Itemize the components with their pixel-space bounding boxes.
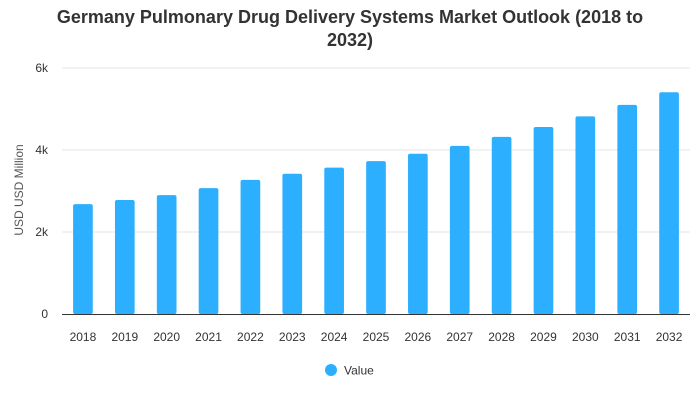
bar-2018[interactable] (73, 204, 93, 314)
bar-2020[interactable] (156, 195, 177, 314)
x-tick-label: 2028 (488, 330, 515, 344)
bar-2027[interactable] (449, 145, 470, 314)
x-tick-label: 2026 (405, 330, 432, 344)
bars (73, 92, 679, 315)
bar-2019[interactable] (114, 200, 135, 314)
x-tick-label: 2022 (237, 330, 264, 344)
y-tick-label: 4k (35, 143, 49, 157)
bar-2024[interactable] (324, 167, 344, 314)
bar-2026[interactable] (408, 153, 428, 314)
x-tick-label: 2018 (70, 330, 97, 344)
x-tick-label: 2029 (530, 330, 557, 344)
bar-2022[interactable] (240, 179, 261, 314)
x-tick-label: 2019 (111, 330, 138, 344)
bar-2023[interactable] (282, 173, 303, 314)
y-tick-label: 0 (41, 307, 48, 321)
y-axis-title: USD USD Million (12, 144, 26, 235)
legend-swatch (325, 364, 337, 376)
x-tick-label: 2032 (656, 330, 683, 344)
bar-2031[interactable] (617, 104, 638, 315)
bar-2021[interactable] (198, 188, 219, 314)
bar-2025[interactable] (366, 161, 386, 314)
chart-title: Germany Pulmonary Drug Delivery Systems … (0, 6, 700, 52)
x-tick-label: 2025 (363, 330, 390, 344)
legend[interactable]: Value (325, 364, 374, 378)
y-tick-label: 6k (35, 61, 49, 75)
bar-2030[interactable] (575, 116, 596, 314)
bar-2029[interactable] (533, 127, 554, 314)
bar-2028[interactable] (491, 136, 512, 314)
x-tick-label: 2027 (446, 330, 473, 344)
axes: 0 2k 4k 6k 2018 2019 2020 2021 2022 2023 2024 2025 2… (35, 61, 690, 344)
chart-title-line-1: Germany Pulmonary Drug Delivery Systems … (56, 7, 644, 27)
bar-2032[interactable] (659, 92, 679, 314)
chart-title-line-2: 2032) (326, 30, 374, 50)
x-tick-label: 2023 (279, 330, 306, 344)
x-tick-label: 2020 (153, 330, 180, 344)
y-tick-label: 2k (35, 225, 49, 239)
x-tick-label: 2024 (321, 330, 348, 344)
x-tick-label: 2021 (195, 330, 222, 344)
x-tick-label: 2031 (614, 330, 641, 344)
x-tick-label: 2030 (572, 330, 599, 344)
legend-label-value: Value (344, 364, 374, 378)
